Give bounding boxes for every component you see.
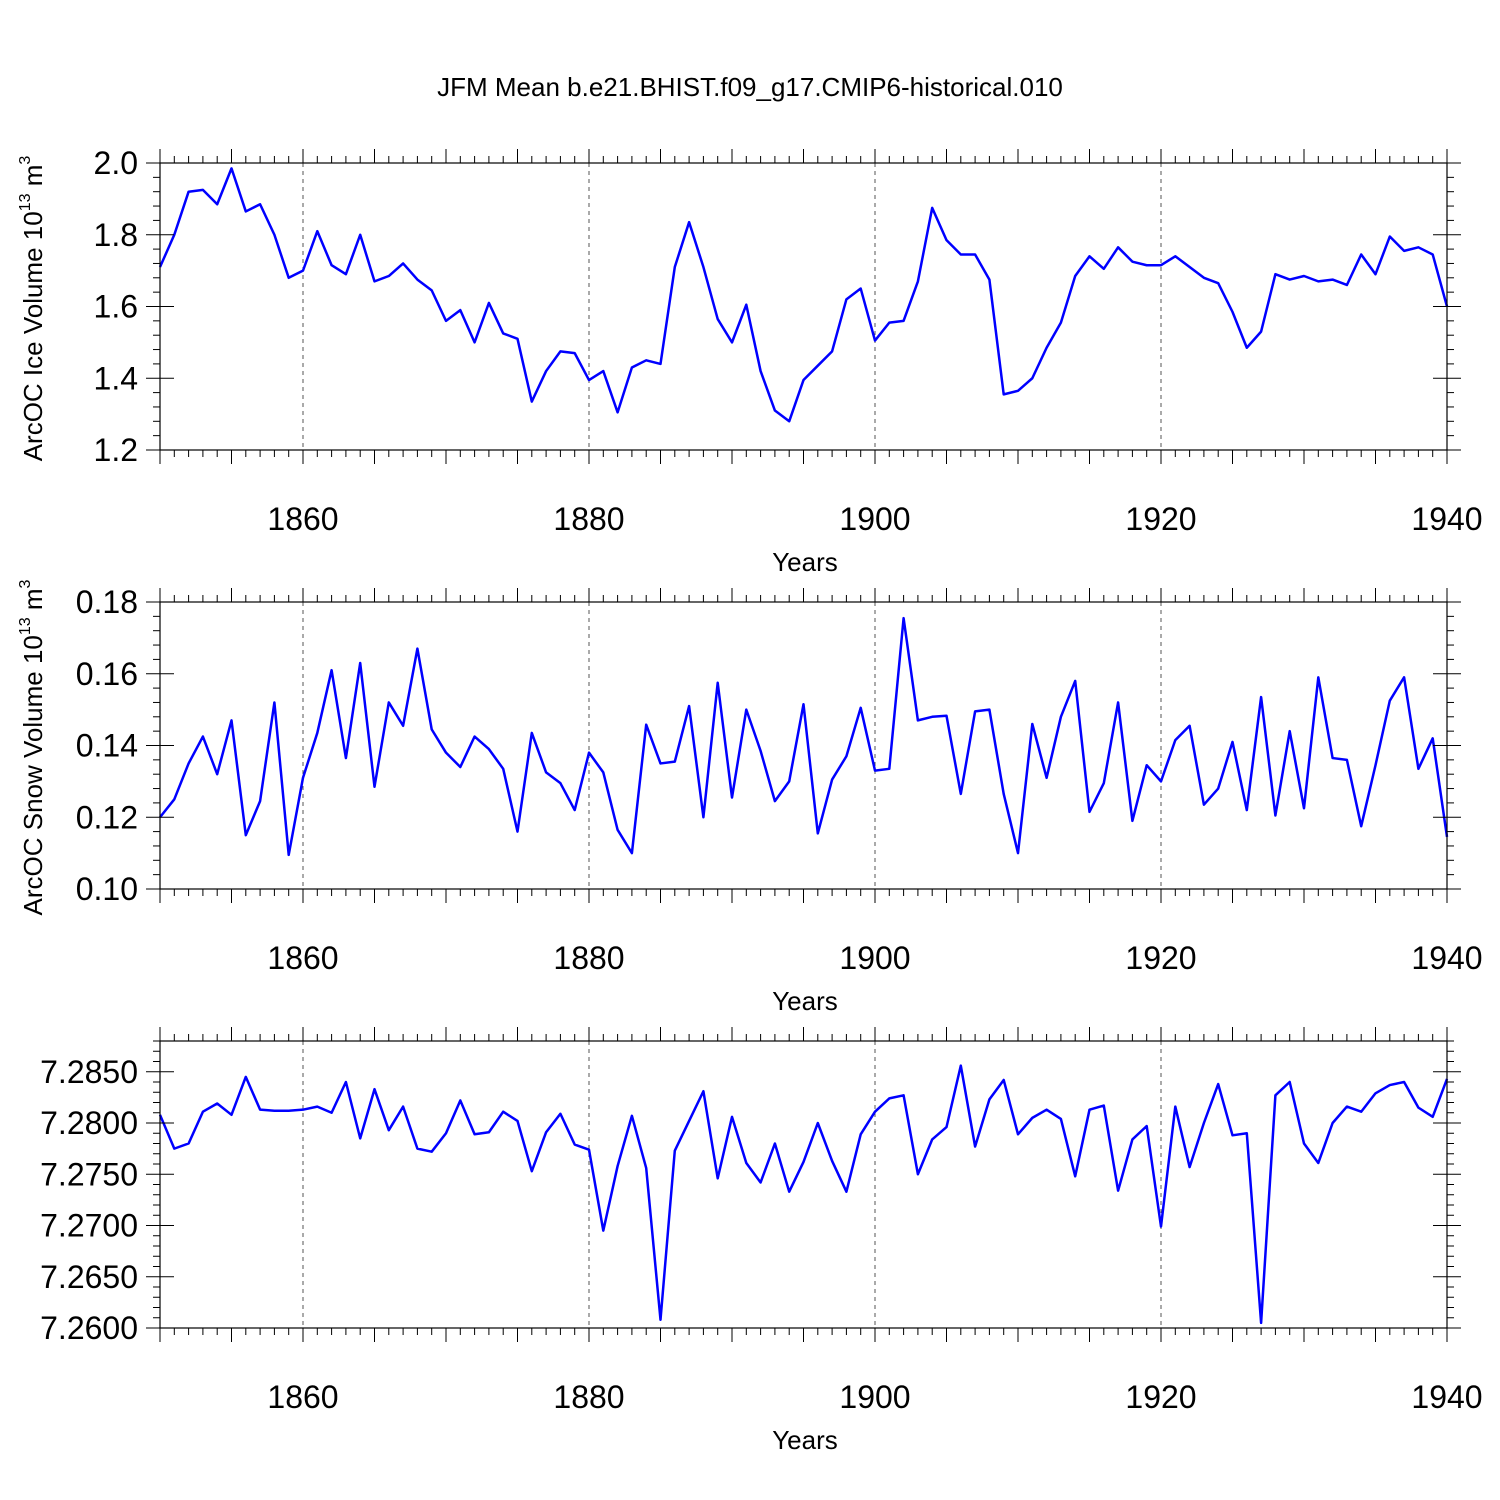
ice-volume-y-axis-label: ArcOC Ice Volume 1013 m3 bbox=[17, 156, 48, 462]
panel-ice-volume: 1.2 1.4 1.6 1.8 2.0 1860 1880 1900 1920 1940 ArcO… bbox=[17, 145, 1483, 577]
x-tick-label: 1900 bbox=[839, 1379, 910, 1415]
y-tick-label: 7.2800 bbox=[40, 1105, 138, 1141]
y-tick-label: 0.12 bbox=[76, 799, 138, 835]
x-tick-label: 1900 bbox=[839, 940, 910, 976]
x-tick-label: 1940 bbox=[1411, 940, 1482, 976]
y-tick-label: 0.14 bbox=[76, 728, 138, 764]
x-tick-label: 1860 bbox=[267, 940, 338, 976]
x-tick-label: 1880 bbox=[553, 940, 624, 976]
y-tick-label: 1.8 bbox=[94, 217, 138, 253]
y-tick-label: 2.0 bbox=[94, 145, 138, 181]
x-tick-label: 1920 bbox=[1125, 940, 1196, 976]
x-tick-label: 1860 bbox=[267, 1379, 338, 1415]
y-tick-label: 1.2 bbox=[94, 432, 138, 468]
x-tick-label: 1940 bbox=[1411, 501, 1482, 537]
snow-volume-series-line bbox=[159, 616, 1449, 857]
y-tick-label: 7.2850 bbox=[40, 1054, 138, 1090]
y-tick-label: 7.2600 bbox=[40, 1310, 138, 1346]
x-tick-label: 1940 bbox=[1411, 1379, 1482, 1415]
x-tick-label: 1920 bbox=[1125, 1379, 1196, 1415]
snow-volume-y-axis-label: ArcOC Snow Volume 1013 m3 bbox=[17, 579, 48, 915]
figure-title: JFM Mean b.e21.BHIST.f09_g17.CMIP6-histo… bbox=[437, 72, 1063, 102]
y-tick-label: 0.18 bbox=[76, 584, 138, 620]
x-tick-label: 1880 bbox=[553, 501, 624, 537]
snow-volume-x-axis-label: Years bbox=[772, 986, 838, 1016]
panel-snow-volume: 0.10 0.12 0.14 0.16 0.18 1860 1880 1900 1920 1940… bbox=[17, 579, 1483, 1016]
y-tick-label: 7.2750 bbox=[40, 1156, 138, 1192]
y-tick-label: 1.6 bbox=[94, 289, 138, 325]
y-tick-label: 0.10 bbox=[76, 871, 138, 907]
x-tick-label: 1860 bbox=[267, 501, 338, 537]
y-tick-label: 7.2700 bbox=[40, 1208, 138, 1244]
y-tick-label: 0.16 bbox=[76, 656, 138, 692]
third-series-x-axis-label: Years bbox=[772, 1425, 838, 1455]
third-series-plot-frame bbox=[159, 1040, 1448, 1329]
y-tick-label: 1.4 bbox=[94, 360, 138, 396]
ice-volume-series-line bbox=[158, 167, 1449, 423]
x-tick-label: 1920 bbox=[1125, 501, 1196, 537]
x-tick-label: 1880 bbox=[553, 1379, 624, 1415]
third-series-line bbox=[158, 1064, 1449, 1325]
y-tick-label: 7.2650 bbox=[40, 1259, 138, 1295]
ice-volume-plot-frame bbox=[159, 162, 1448, 451]
x-tick-label: 1900 bbox=[839, 501, 910, 537]
ice-volume-x-axis-label: Years bbox=[772, 547, 838, 577]
panel-third-series: 7.2600 7.2650 7.2700 7.2750 7.2800 7.2850 1860… bbox=[40, 1027, 1483, 1455]
